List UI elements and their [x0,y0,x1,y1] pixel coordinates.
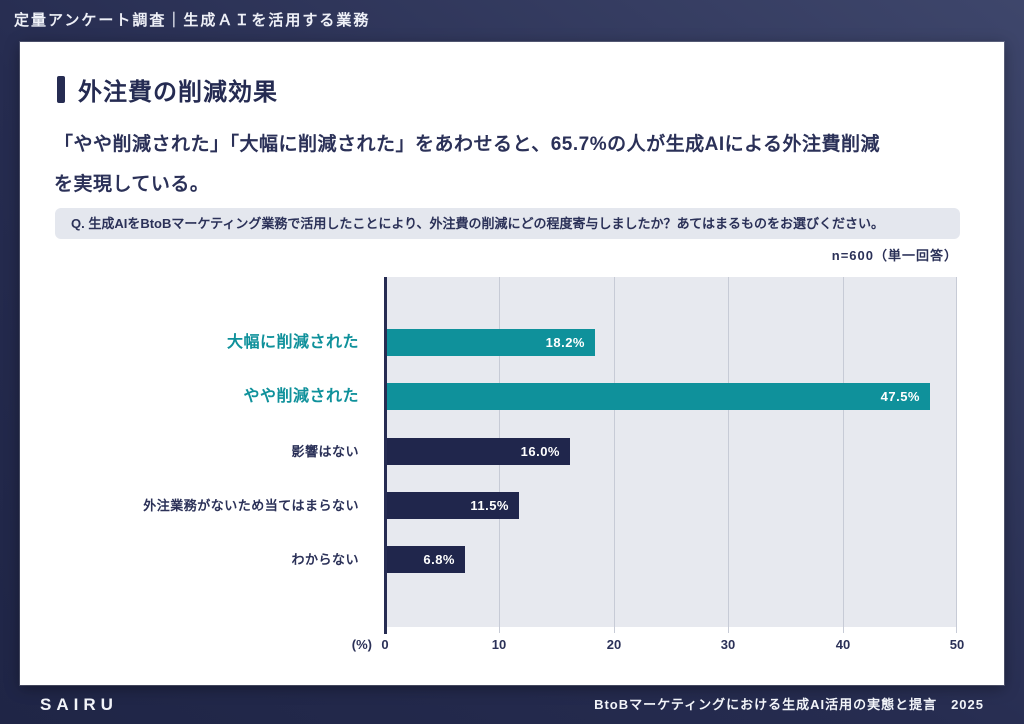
header-title: 定量アンケート調査｜生成ＡＩを活用する業務 [14,12,371,29]
x-tick-label: 20 [606,637,622,652]
content-card: 外注費の削減効果 「やや削減された」「大幅に削減された」をあわせると、65.7%… [20,42,1004,685]
y-axis-line [384,277,387,634]
footer-source: BtoBマーケティングにおける生成AI活用の実態と提言 2025 [594,697,984,712]
category-label: 影響はない [291,444,359,459]
category-label: 外注業務がないため当てはまらない [143,498,359,513]
x-tick-label: 50 [949,637,965,652]
bar-value-label: 11.5% [470,498,509,513]
gridline [728,277,729,633]
bar-value-label: 18.2% [545,335,585,350]
bar-value-label: 6.8% [423,552,455,567]
question-box: Q. 生成AIをBtoBマーケティング業務で活用したことにより、外注費の削減にど… [55,208,960,239]
gridline [843,277,844,633]
category-label: やや削減された [243,388,359,405]
page-title: 外注費の削減効果 [78,78,278,106]
gridline [956,277,957,633]
category-labels: 大幅に削減されたやや削減された影響はない外注業務がないため当てはまらないわからな… [20,277,372,627]
lead-line-1: 「やや削減された」「大幅に削減された」をあわせると、65.7%の人が生成AIによ… [54,134,881,155]
plot-area: 18.2% 47.5% 16.0% 11.5% 6.8% [385,277,957,633]
x-tick-label: 40 [835,637,851,652]
lead-line-2: を実現している。 [54,174,210,195]
footer-bar: SAIRU BtoBマーケティングにおける生成AI活用の実態と提言 2025 [0,685,1024,724]
bar: 11.5% [387,492,519,519]
x-tick-label: 0 [381,637,389,652]
x-axis-unit-label: (%) [351,637,372,652]
x-tick-label: 10 [491,637,507,652]
gridline [614,277,615,633]
title-marker [57,75,65,103]
sample-size-note: n=600（単一回答） [831,248,958,263]
lead-text: 「やや削減された」「大幅に削減された」をあわせると、65.7%の人が生成AIによ… [54,125,969,205]
bar: 6.8% [387,546,465,573]
category-label: 大幅に削減された [226,334,359,351]
header-bar: 定量アンケート調査｜生成ＡＩを活用する業務 [0,0,1024,42]
section-title-row: 外注費の削減効果 [57,75,278,106]
bar: 16.0% [387,438,570,465]
x-tick-label: 30 [720,637,736,652]
bar: 18.2% [387,329,595,356]
bar-value-label: 47.5% [880,389,920,404]
bar-value-label: 16.0% [520,444,560,459]
brand-logo: SAIRU [40,695,118,714]
category-label: わからない [291,552,359,567]
bar: 47.5% [387,383,930,410]
